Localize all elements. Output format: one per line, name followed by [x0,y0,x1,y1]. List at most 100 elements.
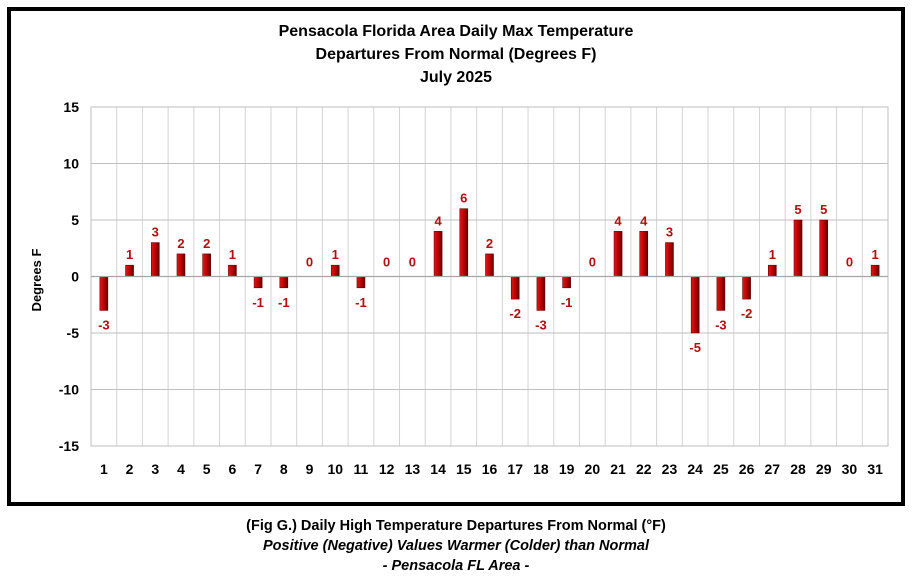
data-label: 5 [820,202,827,217]
data-label: 2 [177,236,184,251]
data-label: 1 [769,247,776,262]
bar [639,231,649,277]
bar [459,208,469,277]
data-labels: -3 1 3 2 2 1 -1 -1 0 1 -1 0 0 4 6 2 -2 -3 -1 0 4 4 3 -5 -3 -2 1 5 5 0… [98,191,879,355]
bars [99,208,880,334]
data-label: 2 [203,236,210,251]
x-tick-label: 9 [306,461,314,477]
x-tick-label: 6 [229,461,237,477]
y-tick-label: 0 [71,269,79,285]
data-label: 4 [614,213,622,228]
x-tick-label: 22 [636,461,652,477]
x-tick-label: 16 [482,461,498,477]
data-label: 1 [126,247,133,262]
x-tick-label: 2 [126,461,134,477]
caption-line-3: - Pensacola FL Area - [382,558,530,574]
data-label: 0 [409,255,416,270]
data-label: -2 [741,306,753,321]
data-label: -3 [535,317,547,332]
chart-frame: Pensacola Florida Area Daily Max Tempera… [7,7,905,506]
x-tick-label: 19 [559,461,575,477]
data-label: -3 [715,317,727,332]
data-label: 3 [666,225,673,240]
figure-caption: (Fig G.) Daily High Temperature Departur… [0,516,912,576]
x-tick-label: 10 [327,461,343,477]
bar [279,276,289,289]
x-tick-label: 12 [379,461,395,477]
data-label: 4 [640,213,648,228]
y-axis-title: Degrees F [29,249,44,312]
x-tick-label: 24 [687,461,703,477]
data-label: 6 [460,191,467,206]
bar-chart: Pensacola Florida Area Daily Max Tempera… [29,23,889,477]
data-label: 3 [152,225,159,240]
x-tick-label: 23 [662,461,678,477]
data-label: 2 [486,236,493,251]
x-tick-label: 11 [354,461,369,477]
data-label: -1 [278,295,290,310]
bar [870,264,880,277]
x-tick-label: 28 [790,461,806,477]
bar [665,242,674,277]
x-tick-label: 3 [151,461,159,477]
data-label: -1 [561,295,573,310]
data-label: -3 [98,317,110,332]
bar [742,276,751,300]
bar [536,276,546,311]
x-tick-label: 30 [842,461,858,477]
bar [793,219,803,277]
x-tick-label: 7 [254,461,262,477]
x-tick-label: 20 [585,461,601,477]
bar [510,276,520,300]
bar [768,264,777,277]
y-tick-label: -15 [59,438,79,454]
data-label: 0 [589,255,596,270]
bar [125,264,134,277]
caption-line-2: Positive (Negative) Values Warmer (Colde… [263,538,649,554]
x-tick-label: 21 [610,461,626,477]
bar [690,276,700,334]
data-label: 1 [332,247,339,262]
chart-title-line-3: July 2025 [420,69,492,86]
data-label: 4 [434,213,442,228]
y-tick-label: -10 [59,382,79,398]
bar [330,264,340,277]
data-label: 1 [872,247,879,262]
x-tick-label: 31 [867,461,883,477]
x-tick-label: 5 [203,461,211,477]
x-tick-label: 25 [713,461,729,477]
bar [562,276,571,289]
data-label: 5 [794,202,801,217]
y-tick-label: -5 [67,325,80,341]
data-label: 0 [383,255,390,270]
bar [99,276,109,311]
data-label: -1 [252,295,264,310]
bar [228,264,237,277]
x-tick-label: 14 [430,461,446,477]
x-tick-label: 15 [456,461,472,477]
x-tick-label: 18 [533,461,549,477]
data-label: 0 [306,255,313,270]
x-tick-label: 1 [100,461,108,477]
bar [202,253,211,277]
data-label: -2 [509,306,521,321]
bar [716,276,726,311]
x-tick-label: 8 [280,461,288,477]
x-tick-label: 29 [816,461,832,477]
x-tick-label: 27 [765,461,781,477]
x-tick-label: 17 [507,461,523,477]
bar [819,219,829,277]
bar [485,253,494,277]
x-tick-label: 13 [405,461,421,477]
chart-title-line-2: Departures From Normal (Degrees F) [316,46,597,63]
caption-line-1: (Fig G.) Daily High Temperature Departur… [246,518,666,534]
bar [433,231,443,277]
x-tick-label: 4 [177,461,185,477]
data-label: -1 [355,295,367,310]
data-label: 1 [229,247,236,262]
y-tick-label: 10 [63,156,79,172]
bar [253,276,263,289]
y-tick-label: 5 [71,212,79,228]
data-label: 0 [846,255,853,270]
